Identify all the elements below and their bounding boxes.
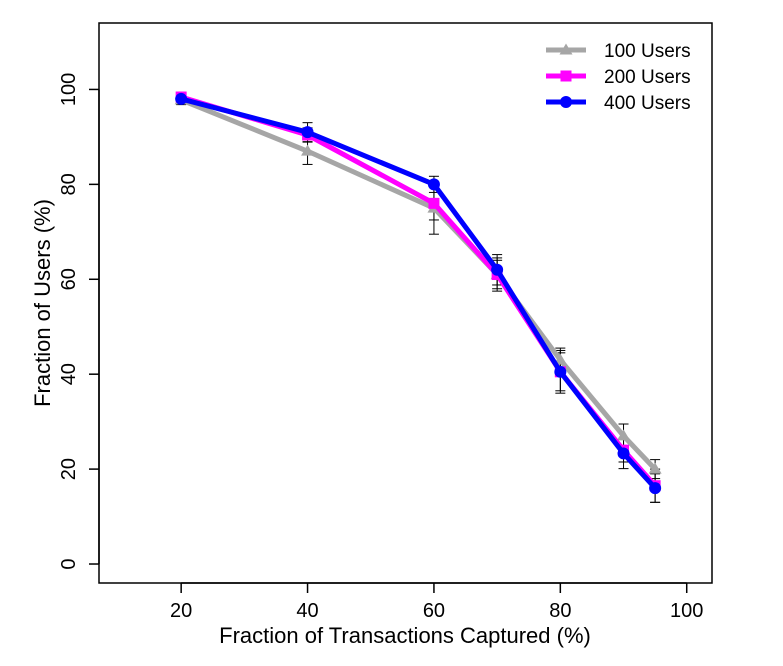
y-tick-label: 80 [58,173,80,195]
data-point [649,482,662,495]
series-line [180,96,657,490]
y-tick-label: 60 [58,268,80,290]
y-axis: 0 20 40 60 80 100 [58,73,100,570]
x-axis-title: Fraction of Transactions Captured (%) [219,623,591,648]
series-line [180,97,657,471]
legend: 100 Users 200 Users 400 Users [546,41,691,114]
data-point [553,353,567,365]
legend-item: 400 Users [546,93,691,114]
series-line [180,94,657,488]
legend-item: 200 Users [546,67,691,88]
x-tick-label: 20 [170,600,192,622]
legend-label: 400 Users [604,93,691,114]
x-axis: 20 40 60 80 100 [170,582,703,622]
y-tick-label: 0 [58,558,80,569]
series-2 [175,91,661,492]
x-tick-label: 40 [296,600,318,622]
data-point [428,197,440,209]
data-point [554,365,567,378]
data-point [301,144,315,156]
x-tick-label: 60 [423,600,445,622]
data-point [617,429,631,441]
data-point [491,263,504,276]
legend-item: 100 Users [546,41,691,62]
series-1 [174,93,662,474]
legend-label: 100 Users [604,41,691,62]
y-tick-label: 20 [58,458,80,480]
series-lines [174,91,662,495]
legend-label: 200 Users [604,67,691,88]
y-tick-label: 40 [58,363,80,385]
y-axis-title: Fraction of Users (%) [30,199,55,407]
error-bars [176,91,661,503]
data-point [427,178,440,191]
x-tick-label: 80 [549,600,571,622]
x-tick-label: 100 [670,600,703,622]
data-point [648,462,662,474]
data-point [617,447,630,460]
legend-marker [560,70,572,82]
legend-marker [560,96,572,108]
series-3 [175,92,662,495]
data-point [175,92,188,105]
data-point [301,126,314,139]
y-tick-label: 100 [58,73,80,106]
legend-marker [559,43,573,55]
